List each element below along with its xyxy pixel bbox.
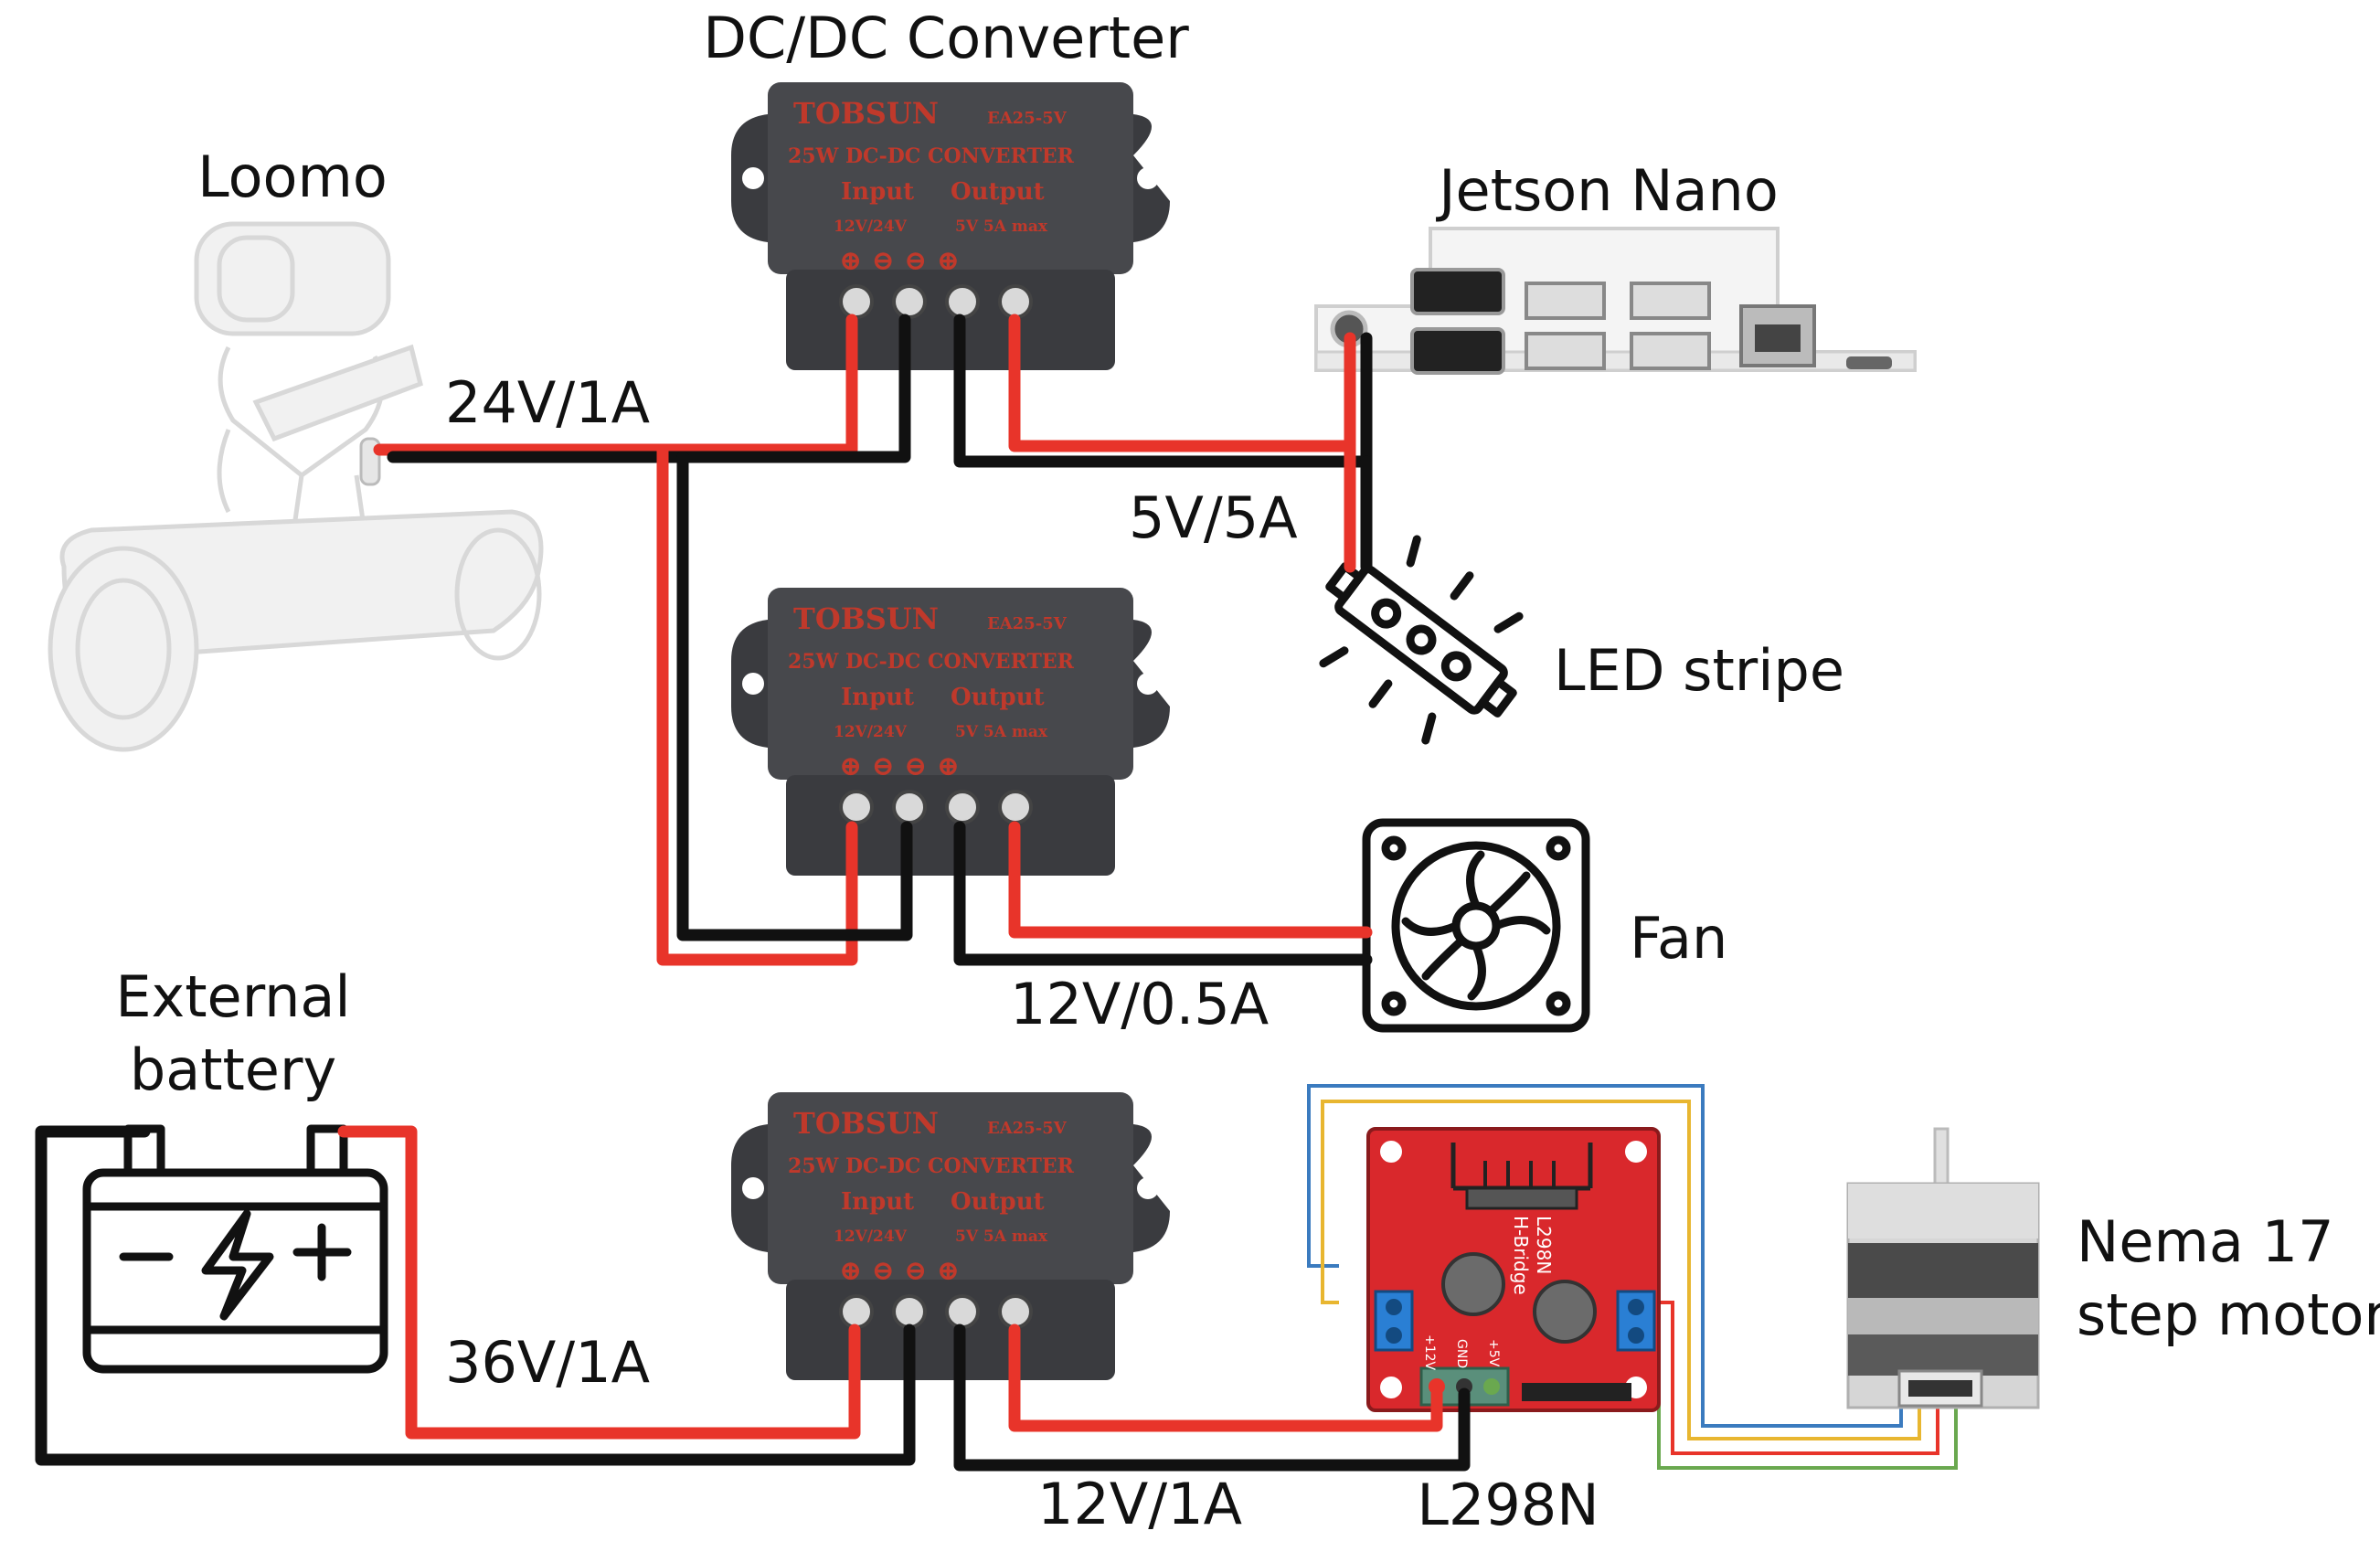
converter-model: EA25-5V bbox=[987, 109, 1068, 128]
converter-subtitle: 25W DC-DC CONVERTER bbox=[788, 144, 1075, 168]
converter-output-range: 5V 5A max bbox=[955, 1228, 1048, 1246]
converter-brand: TOBSUN bbox=[793, 1106, 939, 1141]
converter-title: DC/DC Converter bbox=[703, 5, 1189, 71]
loomo-robot-icon bbox=[48, 221, 544, 752]
converter-subtitle: 25W DC-DC CONVERTER bbox=[788, 650, 1075, 674]
converter-input-range: 12V/24V bbox=[834, 723, 908, 741]
l298n-pin-gnd: GND bbox=[1454, 1339, 1469, 1368]
stepper-motor-icon bbox=[1846, 1127, 2040, 1409]
led-strip-icon bbox=[1319, 535, 1524, 745]
converter-model: EA25-5V bbox=[987, 614, 1068, 633]
converter-input-range: 12V/24V bbox=[834, 218, 908, 236]
l298n-pin-12v: +12V bbox=[1422, 1334, 1437, 1371]
nema-label-line2: step motor bbox=[2077, 1281, 2380, 1348]
converter-output-label: Output bbox=[951, 684, 1045, 711]
l298n-board-icon: L298N H-Bridge +12V GND +5V bbox=[1366, 1127, 1661, 1412]
converter-brand: TOBSUN bbox=[793, 96, 939, 131]
converter-input-label: Input bbox=[841, 178, 914, 206]
loomo-label: Loomo bbox=[197, 144, 388, 210]
converter-subtitle: 25W DC-DC CONVERTER bbox=[788, 1154, 1075, 1178]
fan-icon bbox=[1362, 818, 1590, 1033]
converter-output-range: 5V 5A max bbox=[955, 218, 1048, 236]
voltage-label-12v-05a: 12V/0.5A bbox=[1010, 971, 1269, 1037]
voltage-label-36v: 36V/1A bbox=[445, 1329, 650, 1396]
l298n-pin-5v: +5V bbox=[1486, 1339, 1501, 1367]
converter-terminals: ⊕ ⊖ ⊖ ⊕ bbox=[839, 1255, 960, 1287]
dc-converter-icon: TOBSUN EA25-5V 25W DC-DC CONVERTER Input… bbox=[729, 586, 1172, 877]
converter-output-range: 5V 5A max bbox=[955, 723, 1048, 741]
converter-input-range: 12V/24V bbox=[834, 1228, 908, 1246]
fan-label: Fan bbox=[1630, 905, 1727, 972]
voltage-label-5v: 5V/5A bbox=[1129, 484, 1298, 551]
l298n-board-sub: H-Bridge bbox=[1510, 1216, 1532, 1295]
converter-model: EA25-5V bbox=[987, 1119, 1068, 1138]
dc-converter-icon: TOBSUN EA25-5V 25W DC-DC CONVERTER Input… bbox=[729, 1090, 1172, 1382]
jetson-label: Jetson Nano bbox=[1435, 157, 1779, 224]
converter-input-label: Input bbox=[841, 684, 914, 711]
battery-icon bbox=[82, 1124, 388, 1374]
nema-label-line1: Nema 17 bbox=[2077, 1208, 2334, 1275]
converter-output-label: Output bbox=[951, 178, 1045, 206]
l298n-board-name: L298N bbox=[1533, 1216, 1555, 1274]
power-wires bbox=[35, 314, 1471, 1472]
dc-converter-icon: TOBSUN EA25-5V 25W DC-DC CONVERTER Input… bbox=[729, 80, 1172, 372]
battery-label-line2: battery bbox=[130, 1036, 336, 1103]
converter-input-label: Input bbox=[841, 1188, 914, 1216]
converter-output-label: Output bbox=[951, 1188, 1045, 1216]
jetson-board-icon bbox=[1314, 227, 1917, 375]
converter-brand: TOBSUN bbox=[793, 601, 939, 636]
voltage-label-12v-1a: 12V/1A bbox=[1037, 1471, 1242, 1537]
l298n-label: L298N bbox=[1417, 1472, 1599, 1538]
voltage-label-24v: 24V/1A bbox=[445, 369, 650, 436]
led-label: LED stripe bbox=[1554, 637, 1844, 704]
battery-label-line1: External bbox=[115, 963, 350, 1030]
converter-terminals: ⊕ ⊖ ⊖ ⊕ bbox=[839, 245, 960, 277]
converter-terminals: ⊕ ⊖ ⊖ ⊕ bbox=[839, 750, 960, 782]
